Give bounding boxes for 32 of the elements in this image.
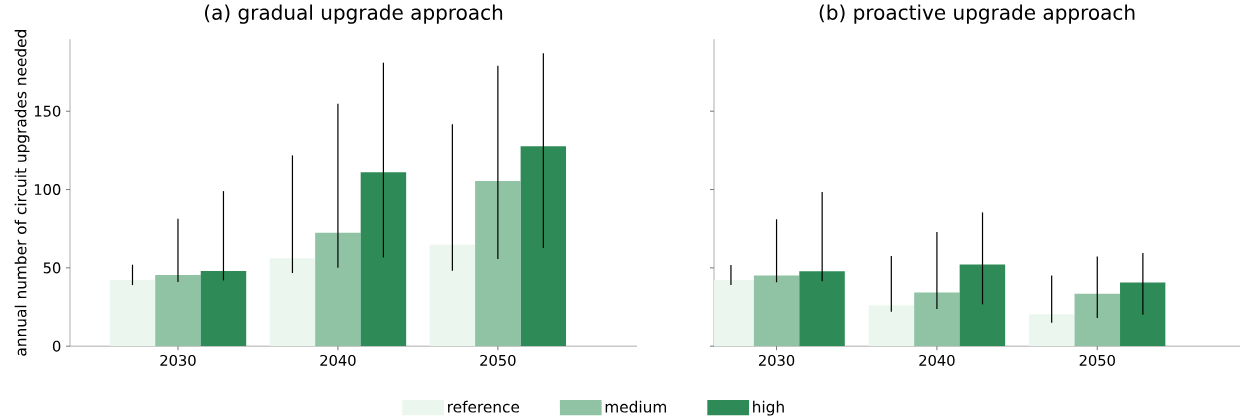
bar [109,280,156,347]
y-tick-label: 0 [52,340,61,352]
y-tick-label: 50 [43,262,61,274]
chart-title: (b) proactive upgrade approach [819,4,1135,24]
bar [520,146,567,347]
bar [868,305,915,347]
x-tick-label: 2050 [480,355,516,367]
legend-label: reference [448,400,520,413]
legend-label: high [753,400,784,416]
x-tick-label: 2040 [320,355,356,367]
bar [914,292,960,347]
bar [269,258,316,347]
bar [799,271,845,347]
x-tick-label: 2030 [160,355,196,367]
bar [1074,293,1121,347]
bar [1029,314,1075,347]
bar [200,271,247,347]
x-tick-label: 2030 [758,355,795,367]
y-tick-label: 100 [34,184,61,196]
bar [429,244,476,347]
bar [315,232,361,347]
y-tick-label: 150 [34,105,61,117]
x-tick-label: 2050 [1079,355,1115,367]
bar [155,275,201,347]
bar [475,181,521,347]
bar [360,172,407,347]
chart-title: (a) gradual upgrade approach [205,4,503,24]
y-axis-title: annual number of circuit upgrades needed [14,30,30,356]
bar [959,264,1006,347]
x-tick-label: 2040 [919,355,955,367]
bar [1120,282,1166,347]
legend-label: medium [605,400,667,413]
